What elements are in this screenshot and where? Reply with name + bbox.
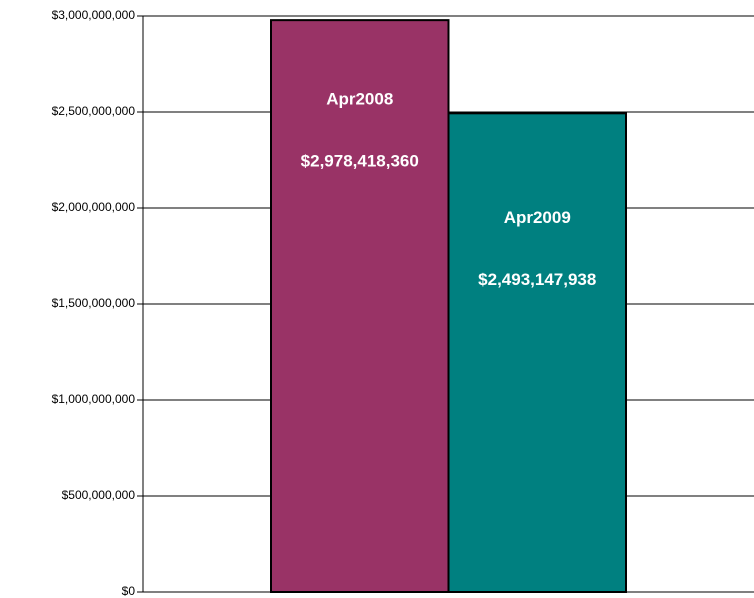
category-label: Apr2008 bbox=[326, 90, 393, 109]
category-label: Apr2009 bbox=[504, 208, 571, 227]
y-tick-label: $3,000,000,000 bbox=[52, 8, 136, 22]
labels: $0 $500,000,000 $1,000,000,000 $1,500,000,0… bbox=[52, 8, 597, 598]
value-label: $2,978,418,360 bbox=[301, 152, 419, 171]
y-tick-label: $2,500,000,000 bbox=[52, 104, 136, 118]
y-tick-label: $1,000,000,000 bbox=[52, 392, 136, 406]
value-label: $2,493,147,938 bbox=[478, 270, 596, 289]
bar bbox=[447, 112, 627, 594]
y-tick-label: $1,500,000,000 bbox=[52, 296, 136, 310]
y-tick-label: $2,000,000,000 bbox=[52, 200, 136, 214]
bars bbox=[270, 19, 627, 594]
y-tick-label: $500,000,000 bbox=[62, 488, 136, 502]
y-tick-label: $0 bbox=[122, 584, 136, 598]
bar bbox=[270, 19, 450, 593]
